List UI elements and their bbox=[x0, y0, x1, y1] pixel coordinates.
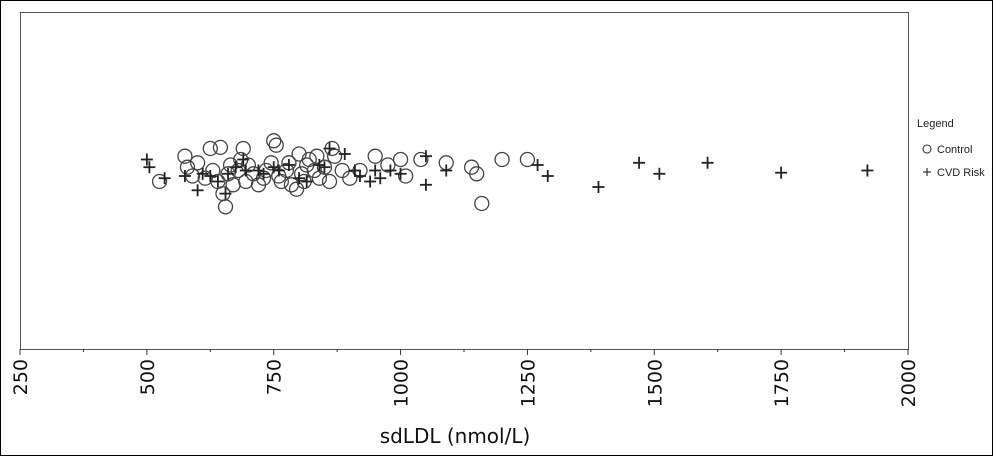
x-tick-label: 1000 bbox=[391, 359, 413, 407]
legend-cvd-label: CVD Risk bbox=[937, 167, 985, 179]
legend-cvd-marker bbox=[923, 168, 931, 176]
cvd-risk-point bbox=[293, 172, 306, 185]
cvd-risk-point bbox=[300, 175, 313, 188]
x-axis-title: sdLDL (nmol/L) bbox=[380, 424, 531, 448]
cvd-risk-point bbox=[158, 172, 171, 185]
control-point bbox=[306, 162, 322, 179]
control-point bbox=[397, 168, 414, 184]
cvd-risk-point bbox=[592, 181, 605, 193]
cvd-risk-point bbox=[419, 150, 432, 163]
control-point bbox=[222, 157, 239, 173]
cvd-risk-point bbox=[196, 167, 209, 180]
control-point bbox=[266, 133, 282, 149]
x-tick-label: 750 bbox=[264, 359, 286, 395]
cvd-risk-point bbox=[633, 156, 646, 169]
cvd-risk-point bbox=[364, 175, 377, 188]
cvd-risk-point bbox=[282, 159, 295, 171]
legend-title: Legend bbox=[917, 118, 954, 130]
cvd-risk-point bbox=[394, 167, 407, 180]
cvd-risk-point bbox=[653, 167, 666, 180]
cvd-risk-point bbox=[219, 187, 232, 200]
cvd-risk-point bbox=[313, 159, 326, 171]
cvd-risk-point bbox=[257, 167, 270, 180]
legend-control-label: Control bbox=[937, 144, 972, 156]
cvd-risk-point bbox=[140, 153, 153, 166]
control-point bbox=[519, 151, 536, 168]
cvd-risk-point bbox=[541, 170, 554, 182]
control-point bbox=[469, 166, 485, 182]
x-tick-label: 500 bbox=[137, 359, 159, 395]
x-tick-label: 1250 bbox=[517, 359, 539, 407]
control-point bbox=[179, 159, 196, 175]
cvd-risk-point bbox=[318, 161, 331, 174]
cvd-risk-point bbox=[531, 159, 544, 171]
cvd-risk-point bbox=[861, 164, 874, 177]
x-axis: 250 500 750 1000 1250 1500 1750 2000 bbox=[10, 349, 920, 407]
control-point bbox=[367, 148, 383, 164]
cvd-risk-point bbox=[701, 156, 714, 169]
cvd-risk-point bbox=[323, 142, 336, 155]
control-point bbox=[212, 139, 229, 156]
control-point bbox=[321, 173, 338, 190]
control-point bbox=[263, 155, 279, 171]
control-point bbox=[316, 159, 333, 175]
cvd-risk-point bbox=[204, 170, 217, 182]
cvd-risk-point bbox=[374, 172, 387, 185]
control-point bbox=[189, 155, 206, 171]
control-point bbox=[291, 146, 307, 162]
control-point bbox=[217, 199, 234, 215]
cvd-risk-point bbox=[775, 166, 788, 179]
cvd-risk-point bbox=[191, 184, 204, 197]
x-tick-label: 1750 bbox=[771, 359, 793, 407]
control-point bbox=[309, 148, 325, 164]
cvd-risk-point bbox=[353, 170, 366, 182]
control-point bbox=[380, 157, 396, 173]
cvd-risk-point bbox=[237, 153, 250, 166]
control-point bbox=[202, 140, 218, 157]
cvd-risk-point bbox=[272, 164, 285, 177]
cvd-risk-point bbox=[384, 164, 397, 177]
cvd-risk-point bbox=[369, 164, 382, 177]
control-point bbox=[413, 151, 429, 168]
cvd-risk-point bbox=[222, 167, 235, 180]
cvd-risk-point bbox=[211, 175, 224, 188]
cvd-risk-point bbox=[178, 170, 191, 182]
control-point bbox=[392, 151, 409, 168]
control-point bbox=[474, 195, 490, 212]
cvd-risk-point bbox=[143, 161, 156, 174]
cvd-risk-point bbox=[229, 161, 242, 174]
cvd-risk-point bbox=[348, 164, 361, 177]
control-point bbox=[151, 173, 168, 190]
control-point bbox=[268, 137, 284, 153]
x-tick-label: 1500 bbox=[644, 359, 666, 407]
x-tick-label: 250 bbox=[10, 359, 32, 395]
cvd-risk-point bbox=[239, 164, 252, 177]
control-point bbox=[494, 151, 510, 168]
control-point bbox=[240, 157, 256, 173]
legend-control-marker bbox=[922, 144, 932, 154]
control-point bbox=[177, 148, 193, 164]
x-tick-label: 2000 bbox=[898, 359, 920, 407]
cvd-risk-point bbox=[419, 178, 432, 191]
plot-area bbox=[20, 12, 909, 350]
data-points bbox=[140, 133, 874, 215]
cvd-risk-point bbox=[440, 164, 453, 177]
legend: Legend Control CVD Risk bbox=[917, 118, 985, 179]
cvd-risk-point bbox=[338, 148, 351, 160]
